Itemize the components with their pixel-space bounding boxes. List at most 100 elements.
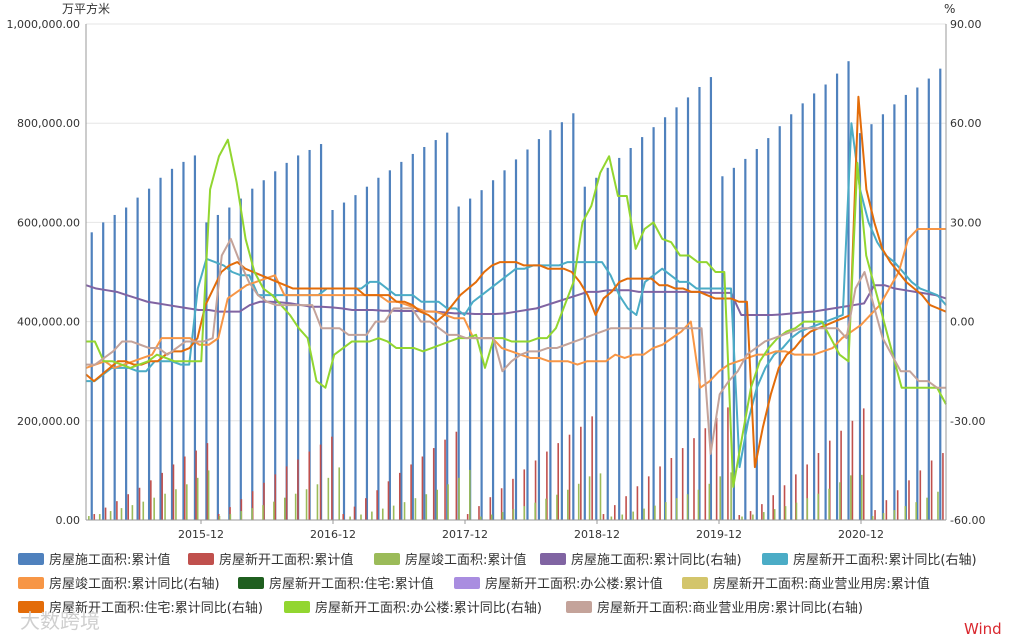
legend-item[interactable]: 房屋新开工面积:商业营业用房:累计值 (682, 576, 930, 592)
legend-item[interactable]: 房屋施工面积:累计值 (18, 552, 170, 568)
bar-s2 (851, 420, 854, 520)
bar-s3 (262, 505, 264, 520)
legend-item[interactable]: 房屋新开工面积:累计值 (188, 552, 353, 568)
bar-s1 (182, 161, 185, 520)
bar-s1 (652, 127, 655, 521)
bar-s1 (721, 176, 724, 520)
left-tick-label: 600,000.00 (17, 216, 80, 229)
bar-s1 (251, 188, 254, 521)
legend-swatch (18, 553, 44, 565)
bar-s1 (744, 158, 747, 520)
bar-s2 (557, 443, 560, 520)
bar-s2 (251, 491, 254, 520)
bar-s3 (186, 484, 188, 520)
x-axis-ticks: 2015-12 2016-12 2017-12 2018-12 2019-12 2020-… (178, 520, 884, 541)
legend-label: 房屋新开工面积:住宅:累计同比(右轴) (49, 600, 263, 616)
legend-item[interactable]: 房屋施工面积:累计同比(右轴) (540, 552, 742, 568)
bar-s2 (432, 448, 435, 520)
bar-s1 (411, 153, 414, 520)
bar-s2 (919, 470, 922, 520)
bar-s2 (647, 476, 650, 520)
bar-s3 (175, 489, 177, 520)
bar-series (88, 61, 944, 521)
x-tick-label: 2017-12 (442, 528, 488, 541)
bar-s1 (572, 113, 575, 520)
bar-s2 (670, 458, 673, 520)
legend-item[interactable]: 房屋竣工面积:累计值 (374, 552, 526, 568)
legend-item[interactable]: 房屋新开工面积:办公楼:累计值 (454, 576, 663, 592)
bar-s2 (783, 485, 786, 520)
legend-item[interactable]: 房屋新开工面积:住宅:累计同比(右轴) (18, 600, 263, 616)
legend-item[interactable]: 房屋竣工面积:累计同比(右轴) (18, 576, 220, 592)
legend-label: 房屋新开工面积:住宅:累计值 (269, 576, 434, 592)
legend-item[interactable]: 房屋新开工面积:住宅:累计值 (238, 576, 434, 592)
bar-s3 (741, 516, 743, 520)
x-tick-label: 2018-12 (574, 528, 620, 541)
legend-swatch (762, 553, 788, 565)
bar-s2 (828, 440, 831, 520)
bar-s3 (893, 510, 896, 520)
bar-s1 (228, 207, 231, 520)
bar-s3 (196, 477, 199, 520)
legend-label: 房屋施工面积:累计同比(右轴) (571, 552, 742, 568)
bar-s3 (392, 505, 395, 520)
bar-s1 (526, 149, 529, 521)
bar-s2 (896, 490, 899, 520)
bar-s2 (387, 481, 390, 520)
bar-s1 (698, 86, 701, 521)
bar-s3 (88, 516, 90, 520)
brand-label: Wind (964, 620, 1002, 638)
bar-s1 (354, 195, 357, 520)
bar-s2 (874, 510, 876, 520)
bar-s3 (534, 502, 536, 520)
bar-s3 (719, 476, 722, 520)
x-tick-label: 2016-12 (310, 528, 356, 541)
bar-s1 (790, 114, 793, 521)
bar-s2 (353, 506, 356, 520)
bar-s3 (621, 514, 624, 520)
bar-s1 (916, 87, 919, 521)
bar-s3 (283, 497, 286, 520)
bar-s2 (613, 505, 616, 520)
bar-s3 (567, 489, 569, 520)
bar-s3 (425, 494, 428, 520)
bar-s1 (847, 61, 850, 520)
legend-label: 房屋竣工面积:累计同比(右轴) (49, 576, 220, 592)
bar-s1 (446, 132, 449, 520)
legend-label: 房屋新开工面积:商业营业用房:累计同比(右轴) (597, 600, 863, 616)
bar-s2 (183, 456, 186, 520)
legend-item[interactable]: 房屋新开工面积:累计同比(右轴) (762, 552, 977, 568)
right-tick-label: 90.00 (950, 18, 982, 31)
bar-s1 (514, 159, 518, 520)
bar-s3 (752, 514, 754, 520)
bar-s3 (501, 512, 504, 520)
bar-s3 (828, 488, 830, 520)
bar-s3 (305, 489, 308, 520)
bar-s3 (403, 502, 406, 520)
bar-s1 (170, 168, 174, 520)
legend-item[interactable]: 房屋新开工面积:商业营业用房:累计同比(右轴) (566, 600, 863, 616)
bar-s2 (263, 482, 265, 520)
bar-s3 (251, 508, 253, 520)
bar-s1 (709, 77, 713, 520)
bar-s2 (410, 464, 412, 520)
bar-s3 (458, 477, 460, 520)
bar-s1 (90, 232, 93, 520)
bar-s3 (795, 502, 798, 520)
right-tick-label: 30.00 (950, 216, 982, 229)
legend-item[interactable]: 房屋新开工面积:办公楼:累计同比(右轴) (284, 600, 542, 616)
bar-s3 (577, 483, 580, 520)
bar-s2 (761, 504, 763, 520)
bar-s2 (161, 472, 163, 520)
right-axis-unit: % (944, 2, 955, 16)
bar-s3 (762, 512, 765, 520)
bar-s2 (150, 480, 152, 520)
bar-s2 (806, 464, 808, 520)
bar-s1 (377, 177, 380, 520)
watermark: 大数跨境 (20, 609, 100, 633)
bar-s3 (523, 506, 526, 520)
bar-s1 (388, 170, 391, 520)
left-tick-label: 200,000.00 (17, 415, 80, 428)
bar-s1 (216, 214, 219, 520)
bar-s2 (93, 514, 96, 520)
